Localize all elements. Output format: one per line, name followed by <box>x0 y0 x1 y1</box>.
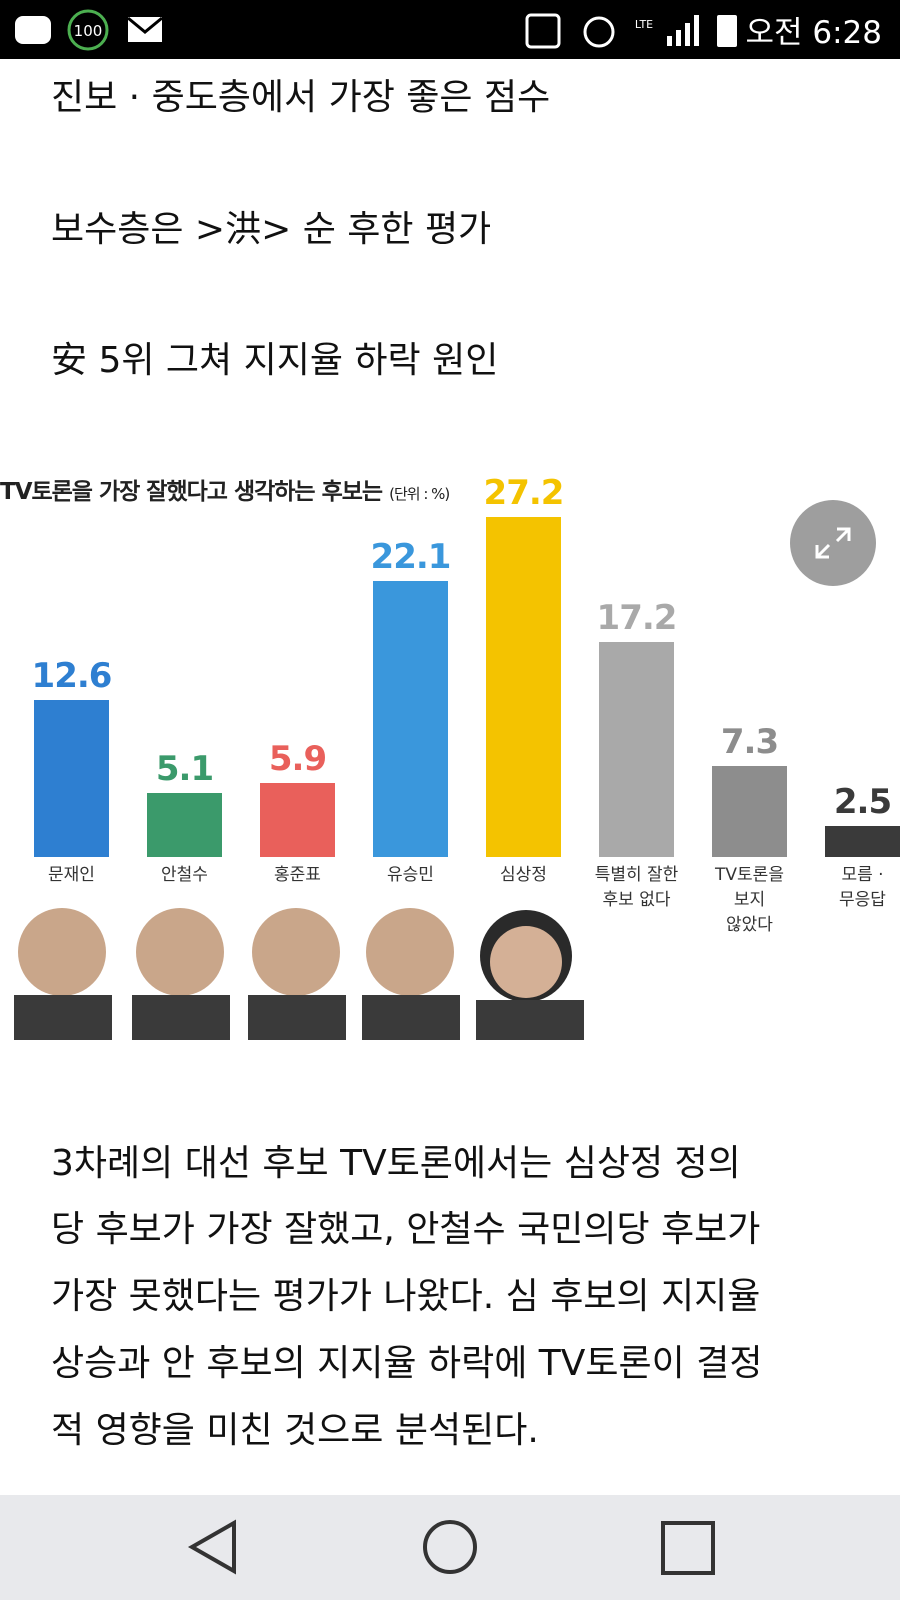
chart-subtitle: (단위 : %) <box>389 485 450 503</box>
paragraph-line: 가장 못했다는 평가가 나왔다. 심 후보의 지지율 <box>51 1276 761 1317</box>
carrier-icon <box>15 16 51 44</box>
category-label: 특별히 잘한 후보 없다 <box>594 865 679 910</box>
value-label: 7.3 <box>720 721 779 762</box>
navigation-bar <box>0 1495 900 1600</box>
bar <box>147 793 222 857</box>
paragraph-line: 상승과 안 후보의 지지율 하락에 TV토론이 결정 <box>51 1343 763 1384</box>
bar <box>825 825 900 857</box>
signal-icon <box>685 23 690 46</box>
bar <box>712 765 787 857</box>
nav-icons <box>187 1519 715 1575</box>
category-label: 홍준표 <box>274 865 321 885</box>
paragraph-line: 적 영향을 미친 것으로 분석된다. <box>51 1410 539 1451</box>
category-label: TV토론을 보지 않았다 <box>715 865 784 935</box>
photo <box>490 926 562 998</box>
expand-button[interactable] <box>789 499 877 587</box>
photo <box>476 1000 584 1040</box>
value-label: 27.2 <box>483 473 565 513</box>
network-label: LTE <box>635 18 653 31</box>
status-icons: 100 LTE 오전 6:28 <box>15 9 882 51</box>
category-label: 안철수 <box>161 865 208 885</box>
mail-flap <box>127 16 163 34</box>
status-bar: 100 LTE 오전 6:28 <box>0 0 900 59</box>
chart-title: TV토론을 가장 잘했다고 생각하는 후보는 (단위 : %) <box>0 472 450 506</box>
back-button[interactable] <box>187 1519 236 1575</box>
expand-circle[interactable] <box>790 500 876 586</box>
value-label: 17.2 <box>596 598 678 638</box>
value-label: 2.5 <box>833 781 892 822</box>
bar <box>599 642 674 857</box>
headline: 진보 · 중도층에서 가장 좋은 점수 <box>51 77 551 118</box>
photo-group <box>14 908 584 1040</box>
signal-icon <box>676 30 681 46</box>
category-label: 심상정 <box>500 865 547 885</box>
battery-saver-icon <box>67 9 109 51</box>
category-label: 유승민 <box>387 865 434 885</box>
category-label: 모름 · 무응답 <box>839 865 886 910</box>
photo <box>252 908 340 996</box>
photo <box>362 995 460 1040</box>
battery-saver-label: 100 <box>74 22 103 40</box>
headline: 安 5위 그쳐 지지율 하락 원인 <box>51 340 499 381</box>
signal-icon <box>667 36 672 46</box>
bar <box>260 783 335 857</box>
photo <box>14 995 112 1040</box>
chart-title-text: TV토론을 가장 잘했다고 생각하는 후보는 <box>0 479 383 505</box>
value-label: 5.1 <box>155 749 214 790</box>
photo <box>132 995 230 1040</box>
headline: 보수층은 >洪> 순 후한 평가 <box>51 209 492 250</box>
battery-icon <box>717 15 737 47</box>
bar <box>373 580 448 857</box>
paragraph-line: 당 후보가 가장 잘했고, 안철수 국민의당 후보가 <box>51 1209 761 1250</box>
signal-icon <box>694 15 699 46</box>
photo <box>366 908 454 996</box>
expand-icon[interactable] <box>815 527 851 559</box>
candidate-photos <box>14 908 584 1040</box>
clock: 오전 6:28 <box>745 15 882 51</box>
home-button[interactable] <box>423 1520 477 1574</box>
value-label: 22.1 <box>370 536 452 577</box>
recents-button[interactable] <box>661 1521 715 1575</box>
photo <box>18 908 106 996</box>
photo <box>136 908 224 996</box>
bar <box>34 699 109 857</box>
value-label: 5.9 <box>268 739 327 780</box>
category-label: 문재인 <box>48 865 95 885</box>
value-label: 12.6 <box>31 655 113 696</box>
alarm-icon <box>583 16 615 48</box>
nfc-icon <box>525 13 561 49</box>
bar <box>486 517 561 857</box>
paragraph-line: 3차례의 대선 후보 TV토론에서는 심상정 정의 <box>51 1143 741 1184</box>
chart: TV토론을 가장 잘했다고 생각하는 후보는 (단위 : %) 12.6 문재인 5… <box>0 460 900 1050</box>
photo <box>248 995 346 1040</box>
